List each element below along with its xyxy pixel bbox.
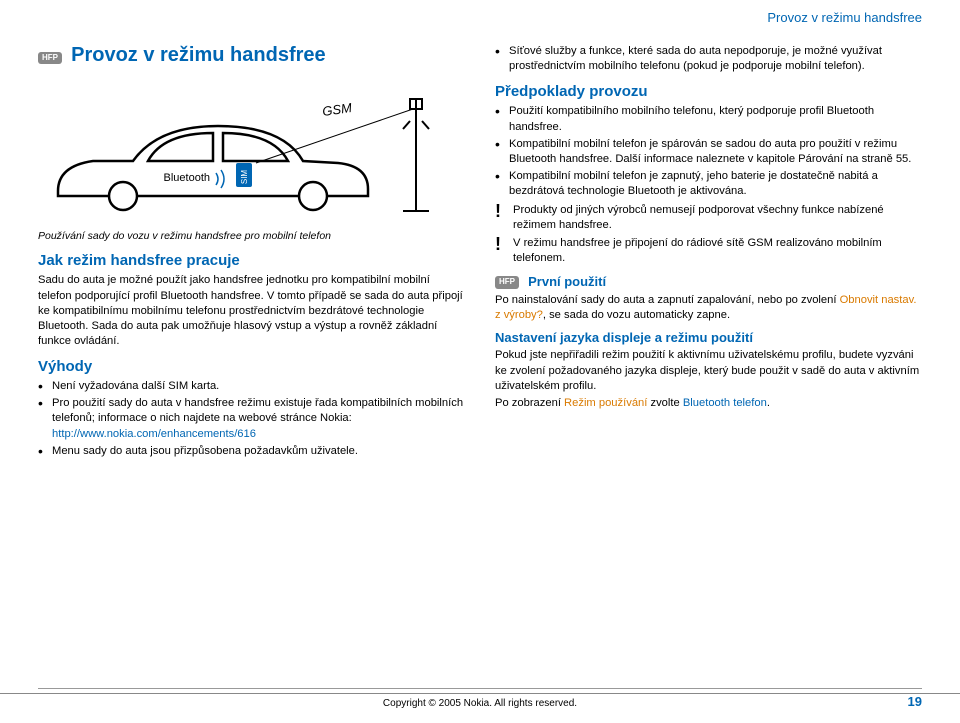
prerequisites-list: Použití kompatibilního mobilního telefon… (495, 104, 922, 199)
highlight-text: Režim používání (564, 397, 647, 409)
warning-item: Produkty od jiných výrobců nemusejí podp… (495, 203, 922, 233)
copyright-text: Copyright © 2005 Nokia. All rights reser… (0, 698, 960, 709)
list-item: Pro použití sady do auta v handsfree rež… (38, 396, 465, 441)
hfp-badge-small: HFP (495, 276, 519, 289)
nokia-link[interactable]: http://www.nokia.com/enhancements/616 (52, 428, 256, 440)
list-item: Použití kompatibilního mobilního telefon… (495, 104, 922, 134)
text-fragment: Po zobrazení (495, 397, 564, 409)
language-settings-last: Po zobrazení Režim používání zvolte Blue… (495, 396, 922, 411)
list-item: Není vyžadována další SIM karta. (38, 379, 465, 394)
bullet-text: Pro použití sady do auta v handsfree rež… (52, 397, 463, 424)
hfp-badge: HFP (38, 52, 62, 65)
section-how-it-works-title: Jak režim handsfree pracuje (38, 251, 465, 271)
text-fragment: zvolte (647, 397, 682, 409)
first-use-row: HFP První použití (495, 273, 922, 291)
list-item: Menu sady do auta jsou přizpůsobena poža… (38, 444, 465, 459)
running-header: Provoz v režimu handsfree (767, 10, 922, 25)
svg-text:SIM: SIM (240, 170, 249, 185)
language-settings-body: Pokud jste nepřiřadili režim použití k a… (495, 348, 922, 393)
page-number: 19 (908, 694, 922, 709)
svg-text:GSM: GSM (321, 100, 353, 119)
footer-divider (38, 688, 922, 689)
language-settings-title: Nastavení jazyka displeje a režimu použi… (495, 329, 922, 347)
highlight-link: Bluetooth telefon (683, 397, 767, 409)
warning-item: V režimu handsfree je připojení do rádio… (495, 236, 922, 266)
title-row: HFP Provoz v režimu handsfree (38, 42, 465, 69)
text-fragment: , se sada do vozu automaticky zapne. (543, 309, 730, 321)
right-column: Síťové služby a funkce, které sada do au… (495, 42, 922, 461)
warnings-list: Produkty od jiných výrobců nemusejí podp… (495, 203, 922, 266)
text-fragment: Po nainstalování sady do auta a zapnutí … (495, 294, 840, 306)
two-column-layout: HFP Provoz v režimu handsfree Bluetooth (38, 42, 922, 461)
list-item: Síťové služby a funkce, které sada do au… (495, 44, 922, 74)
list-item: Kompatibilní mobilní telefon je spárován… (495, 137, 922, 167)
section-how-it-works-body: Sadu do auta je možné použít jako handsf… (38, 273, 465, 349)
car-diagram: Bluetooth SIM GSM (38, 81, 465, 221)
left-column: HFP Provoz v režimu handsfree Bluetooth (38, 42, 465, 461)
benefits-list: Není vyžadována další SIM karta. Pro pou… (38, 379, 465, 459)
prerequisites-title: Předpoklady provozu (495, 82, 922, 102)
bluetooth-label: Bluetooth (164, 172, 210, 184)
page-title: Provoz v režimu handsfree (71, 44, 326, 66)
top-bullet-list: Síťové služby a funkce, které sada do au… (495, 44, 922, 74)
first-use-body: Po nainstalování sady do auta a zapnutí … (495, 293, 922, 323)
text-fragment: . (767, 397, 770, 409)
section-benefits-title: Výhody (38, 357, 465, 377)
page-footer: Copyright © 2005 Nokia. All rights reser… (0, 693, 960, 709)
page-container: Provoz v režimu handsfree HFP Provoz v r… (0, 0, 960, 461)
diagram-caption: Používání sady do vozu v režimu handsfre… (38, 229, 465, 243)
list-item: Kompatibilní mobilní telefon je zapnutý,… (495, 169, 922, 199)
first-use-title: První použití (528, 274, 606, 289)
